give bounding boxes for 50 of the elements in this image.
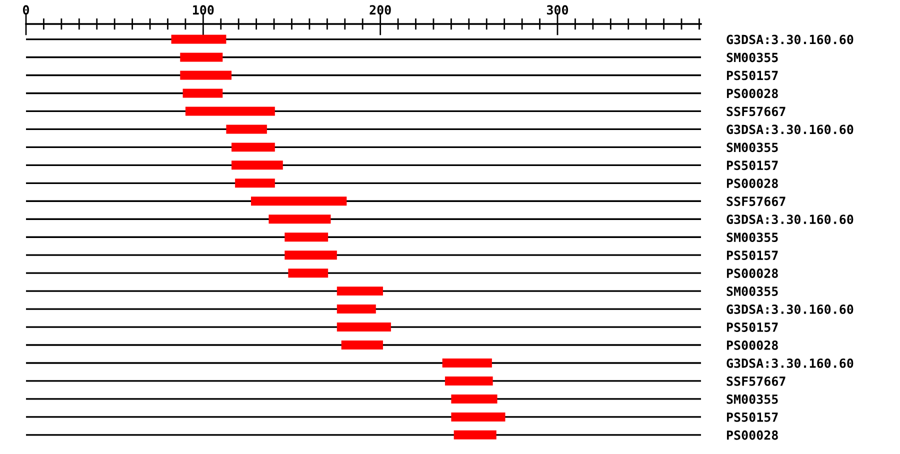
y-tick-label: G3DSA:3.30.160.60 (726, 34, 854, 44)
y-tick-label: SSF57667 (726, 376, 786, 386)
y-tick-label: SSF57667 (726, 106, 786, 116)
bar (268, 214, 331, 224)
y-tick-label: PS00028 (726, 178, 778, 188)
bar (232, 160, 283, 170)
y-tick-label: PS50157 (726, 160, 778, 170)
y-tick-label: SM00355 (726, 52, 778, 62)
bar (235, 178, 275, 188)
y-tick-label: G3DSA:3.30.160.60 (726, 124, 854, 134)
bar (288, 268, 328, 278)
bar (284, 232, 328, 242)
bar (451, 412, 506, 422)
x-tick-label: 200 (370, 5, 391, 15)
y-tick-label: PS00028 (726, 268, 778, 278)
y-tick-label: SSF57667 (726, 196, 786, 206)
bar (336, 304, 376, 314)
bar (442, 358, 492, 368)
y-tick-label: PS50157 (726, 322, 778, 332)
bar (180, 52, 223, 62)
y-tick-label: SM00355 (726, 286, 778, 296)
y-tick-label: SM00355 (726, 394, 778, 404)
bar (336, 286, 383, 296)
bar (284, 250, 337, 260)
x-tick-label: 100 (193, 5, 214, 15)
bar (451, 394, 498, 404)
y-tick-label: G3DSA:3.30.160.60 (726, 214, 854, 224)
bar (336, 322, 391, 332)
bar (444, 376, 493, 386)
y-tick-label: G3DSA:3.30.160.60 (726, 358, 854, 368)
x-tick-label: 0 (22, 5, 30, 15)
bar (251, 196, 347, 206)
bar (185, 106, 275, 116)
bar (341, 340, 383, 350)
y-tick-label: PS50157 (726, 250, 778, 260)
y-tick-label: PS50157 (726, 412, 778, 422)
y-tick-label: PS50157 (726, 70, 778, 80)
bar (180, 70, 232, 80)
y-tick-label: PS00028 (726, 430, 778, 440)
x-tick-label: 300 (546, 5, 568, 15)
y-tick-label: SM00355 (726, 232, 778, 242)
bar (226, 124, 267, 134)
y-tick-label: G3DSA:3.30.160.60 (726, 304, 854, 314)
bar (454, 430, 496, 440)
bar (232, 142, 275, 152)
y-tick-label: PS00028 (726, 340, 778, 350)
bar (182, 88, 223, 98)
y-tick-label: SM00355 (726, 142, 778, 152)
bar (171, 34, 226, 44)
y-tick-label: PS00028 (726, 88, 778, 98)
